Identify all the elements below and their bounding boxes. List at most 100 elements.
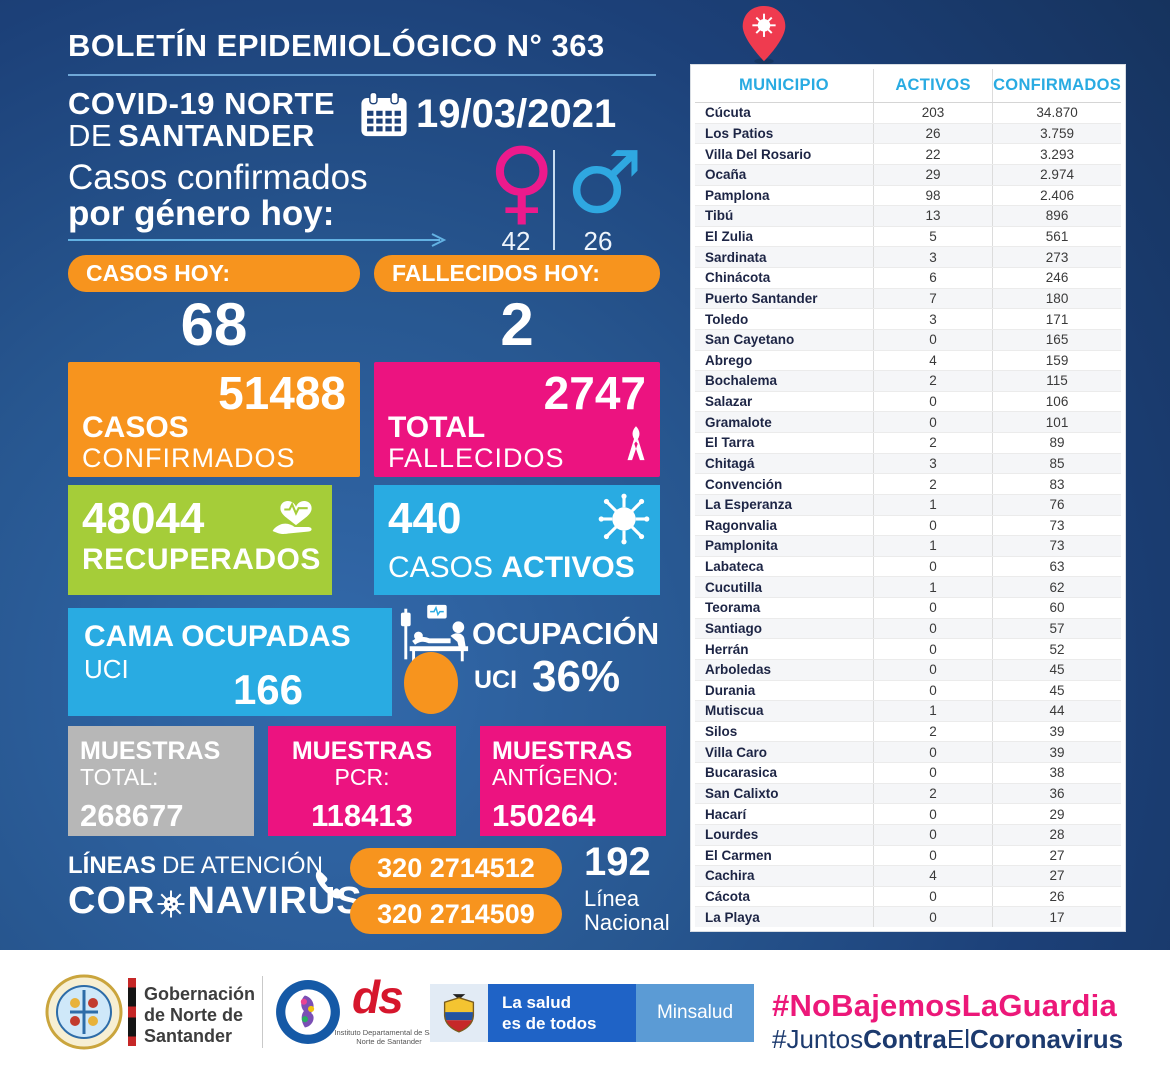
table-row: Cácota 0 26 xyxy=(695,885,1121,907)
active-label: CASOS ACTIVOS xyxy=(388,551,635,585)
female-icon: ♀ xyxy=(488,128,556,235)
samples-total-box: MUESTRAS TOTAL: 268677 xyxy=(68,726,254,836)
samples-total-value: 268677 xyxy=(80,797,184,833)
municipio-cell: Teorama xyxy=(695,598,874,618)
table-row: Lourdes 0 28 xyxy=(695,823,1121,845)
confirmados-cell: 73 xyxy=(1049,517,1065,533)
icu-occupancy-value: 36% xyxy=(532,652,621,701)
samples-pcr-title: MUESTRAS xyxy=(291,737,433,765)
table-row: Chitagá 3 85 xyxy=(695,452,1121,474)
virus-icon xyxy=(157,890,185,917)
municipio-cell: Durania xyxy=(695,680,874,701)
table-row: Labateca 0 63 xyxy=(695,555,1121,577)
table-row: Villa Caro 0 39 xyxy=(695,741,1121,762)
phone-icon xyxy=(315,870,344,899)
table-row: Chinácota 6 246 xyxy=(695,267,1121,288)
municipio-table: MUNICIPIO ACTIVOS CONFIRMADOS Cúcuta 203 3… xyxy=(690,64,1126,932)
hospital-bed-icon xyxy=(400,604,469,662)
confirmados-cell: 85 xyxy=(1049,455,1065,471)
confirmados-cell: 29 xyxy=(1049,806,1065,822)
activos-cell: 0 xyxy=(874,804,994,824)
icu-beds-box: CAMA OCUPADAS UCI 166 xyxy=(68,608,392,716)
confirmados-cell: 115 xyxy=(1046,373,1068,389)
municipio-cell: Tibú xyxy=(695,206,874,226)
heart-hand-icon xyxy=(272,500,312,534)
activos-cell: 2 xyxy=(874,783,994,804)
la-salud-line2: es de todos xyxy=(502,1014,597,1033)
table-row: Sardinata 3 273 xyxy=(695,246,1121,267)
municipio-cell: Convención xyxy=(695,474,874,494)
confirmados-cell: 44 xyxy=(1049,703,1065,719)
table-row: El Zulia 5 561 xyxy=(695,225,1121,247)
activos-cell: 0 xyxy=(874,618,994,639)
municipio-cell: Bucarasica xyxy=(695,763,874,783)
deaths-value: 2747 xyxy=(543,367,646,419)
icu-beds-label1: CAMA OCUPADAS xyxy=(84,620,351,653)
flag-stripe xyxy=(128,978,136,1046)
hashtag2-coronavirus: Coronavirus xyxy=(969,1024,1124,1054)
hashtag2-juntos: #Juntos xyxy=(772,1024,864,1054)
table-row: Bochalema 2 115 xyxy=(695,370,1121,391)
hotline-heading: LÍNEAS DE ATENCIÓN xyxy=(68,852,323,880)
ids-caption-line2: Norte de Santander xyxy=(356,1037,422,1047)
confirmados-cell: 38 xyxy=(1049,765,1065,781)
municipio-cell: Arboledas xyxy=(695,659,874,680)
municipio-cell: Cácota xyxy=(695,886,874,907)
municipio-cell: Chitagá xyxy=(695,453,874,474)
confirmados-cell: 26 xyxy=(1049,889,1065,905)
hotline-heading-bold: LÍNEAS xyxy=(68,852,157,879)
municipio-cell: Chinácota xyxy=(695,268,874,288)
municipio-cell: Herrán xyxy=(695,639,874,659)
confirmados-cell: 76 xyxy=(1049,497,1065,513)
municipio-cell: Ragonvalia xyxy=(695,515,874,536)
table-row: Santiago 0 57 xyxy=(695,617,1121,639)
confirmed-value: 51488 xyxy=(218,367,346,419)
confirmados-cell: 246 xyxy=(1045,270,1069,286)
municipio-cell: Bochalema xyxy=(695,371,874,391)
confirmados-cell: 3.293 xyxy=(1040,146,1074,162)
samples-total-sub: TOTAL: xyxy=(80,764,159,791)
table-row: San Cayetano 0 165 xyxy=(695,328,1121,350)
activos-cell: 1 xyxy=(874,536,994,556)
confirmados-cell: 28 xyxy=(1049,827,1065,843)
page-title: BOLETÍN EPIDEMIOLÓGICO N° 363 xyxy=(68,28,605,63)
ribbon-icon xyxy=(627,426,645,461)
confirmados-cell: 159 xyxy=(1045,352,1069,368)
deaths-label2: FALLECIDOS xyxy=(388,442,565,473)
table-row: Cúcuta 203 34.870 xyxy=(695,103,1121,123)
samples-antigen-sub: ANTÍGENO: xyxy=(492,764,619,791)
gender-divider xyxy=(553,150,555,250)
activos-cell: 1 xyxy=(874,494,994,515)
para-todos-logo xyxy=(276,980,340,1044)
confirmados-cell: 171 xyxy=(1045,311,1069,327)
activos-cell: 0 xyxy=(874,598,994,618)
map-pin-icon xyxy=(742,5,786,65)
colombia-crest-icon xyxy=(443,994,475,1033)
hotline-phone-2: 320 2714509 xyxy=(350,894,562,934)
table-row: Ocaña 29 2.974 xyxy=(695,163,1121,185)
activos-cell: 4 xyxy=(874,866,994,886)
cases-today-value: 68 xyxy=(180,291,248,358)
confirmados-cell: 2.406 xyxy=(1040,187,1074,203)
municipio-cell: Gramalote xyxy=(695,412,874,432)
municipio-cell: La Esperanza xyxy=(695,494,874,515)
confirmados-cell: 101 xyxy=(1045,414,1069,430)
activos-cell: 3 xyxy=(874,453,994,474)
municipio-cell: Labateca xyxy=(695,556,874,577)
la-salud-line1: La salud xyxy=(502,992,571,1012)
virus-icon xyxy=(598,493,650,545)
covid-de: DE xyxy=(68,118,113,153)
municipio-cell: Villa Caro xyxy=(695,742,874,762)
activos-cell: 2 xyxy=(874,721,994,742)
brand-cor: COR xyxy=(68,880,156,922)
male-icon: ♂ xyxy=(566,133,644,233)
municipio-cell: Santiago xyxy=(695,618,874,639)
table-row: Pamplona 98 2.406 xyxy=(695,184,1121,206)
activos-cell: 26 xyxy=(874,123,994,144)
activos-cell: 22 xyxy=(874,144,994,164)
activos-cell: 0 xyxy=(874,886,994,907)
activos-cell: 0 xyxy=(874,742,994,762)
activos-cell: 0 xyxy=(874,824,994,845)
activos-cell: 0 xyxy=(874,515,994,536)
active-value: 440 xyxy=(388,494,462,543)
